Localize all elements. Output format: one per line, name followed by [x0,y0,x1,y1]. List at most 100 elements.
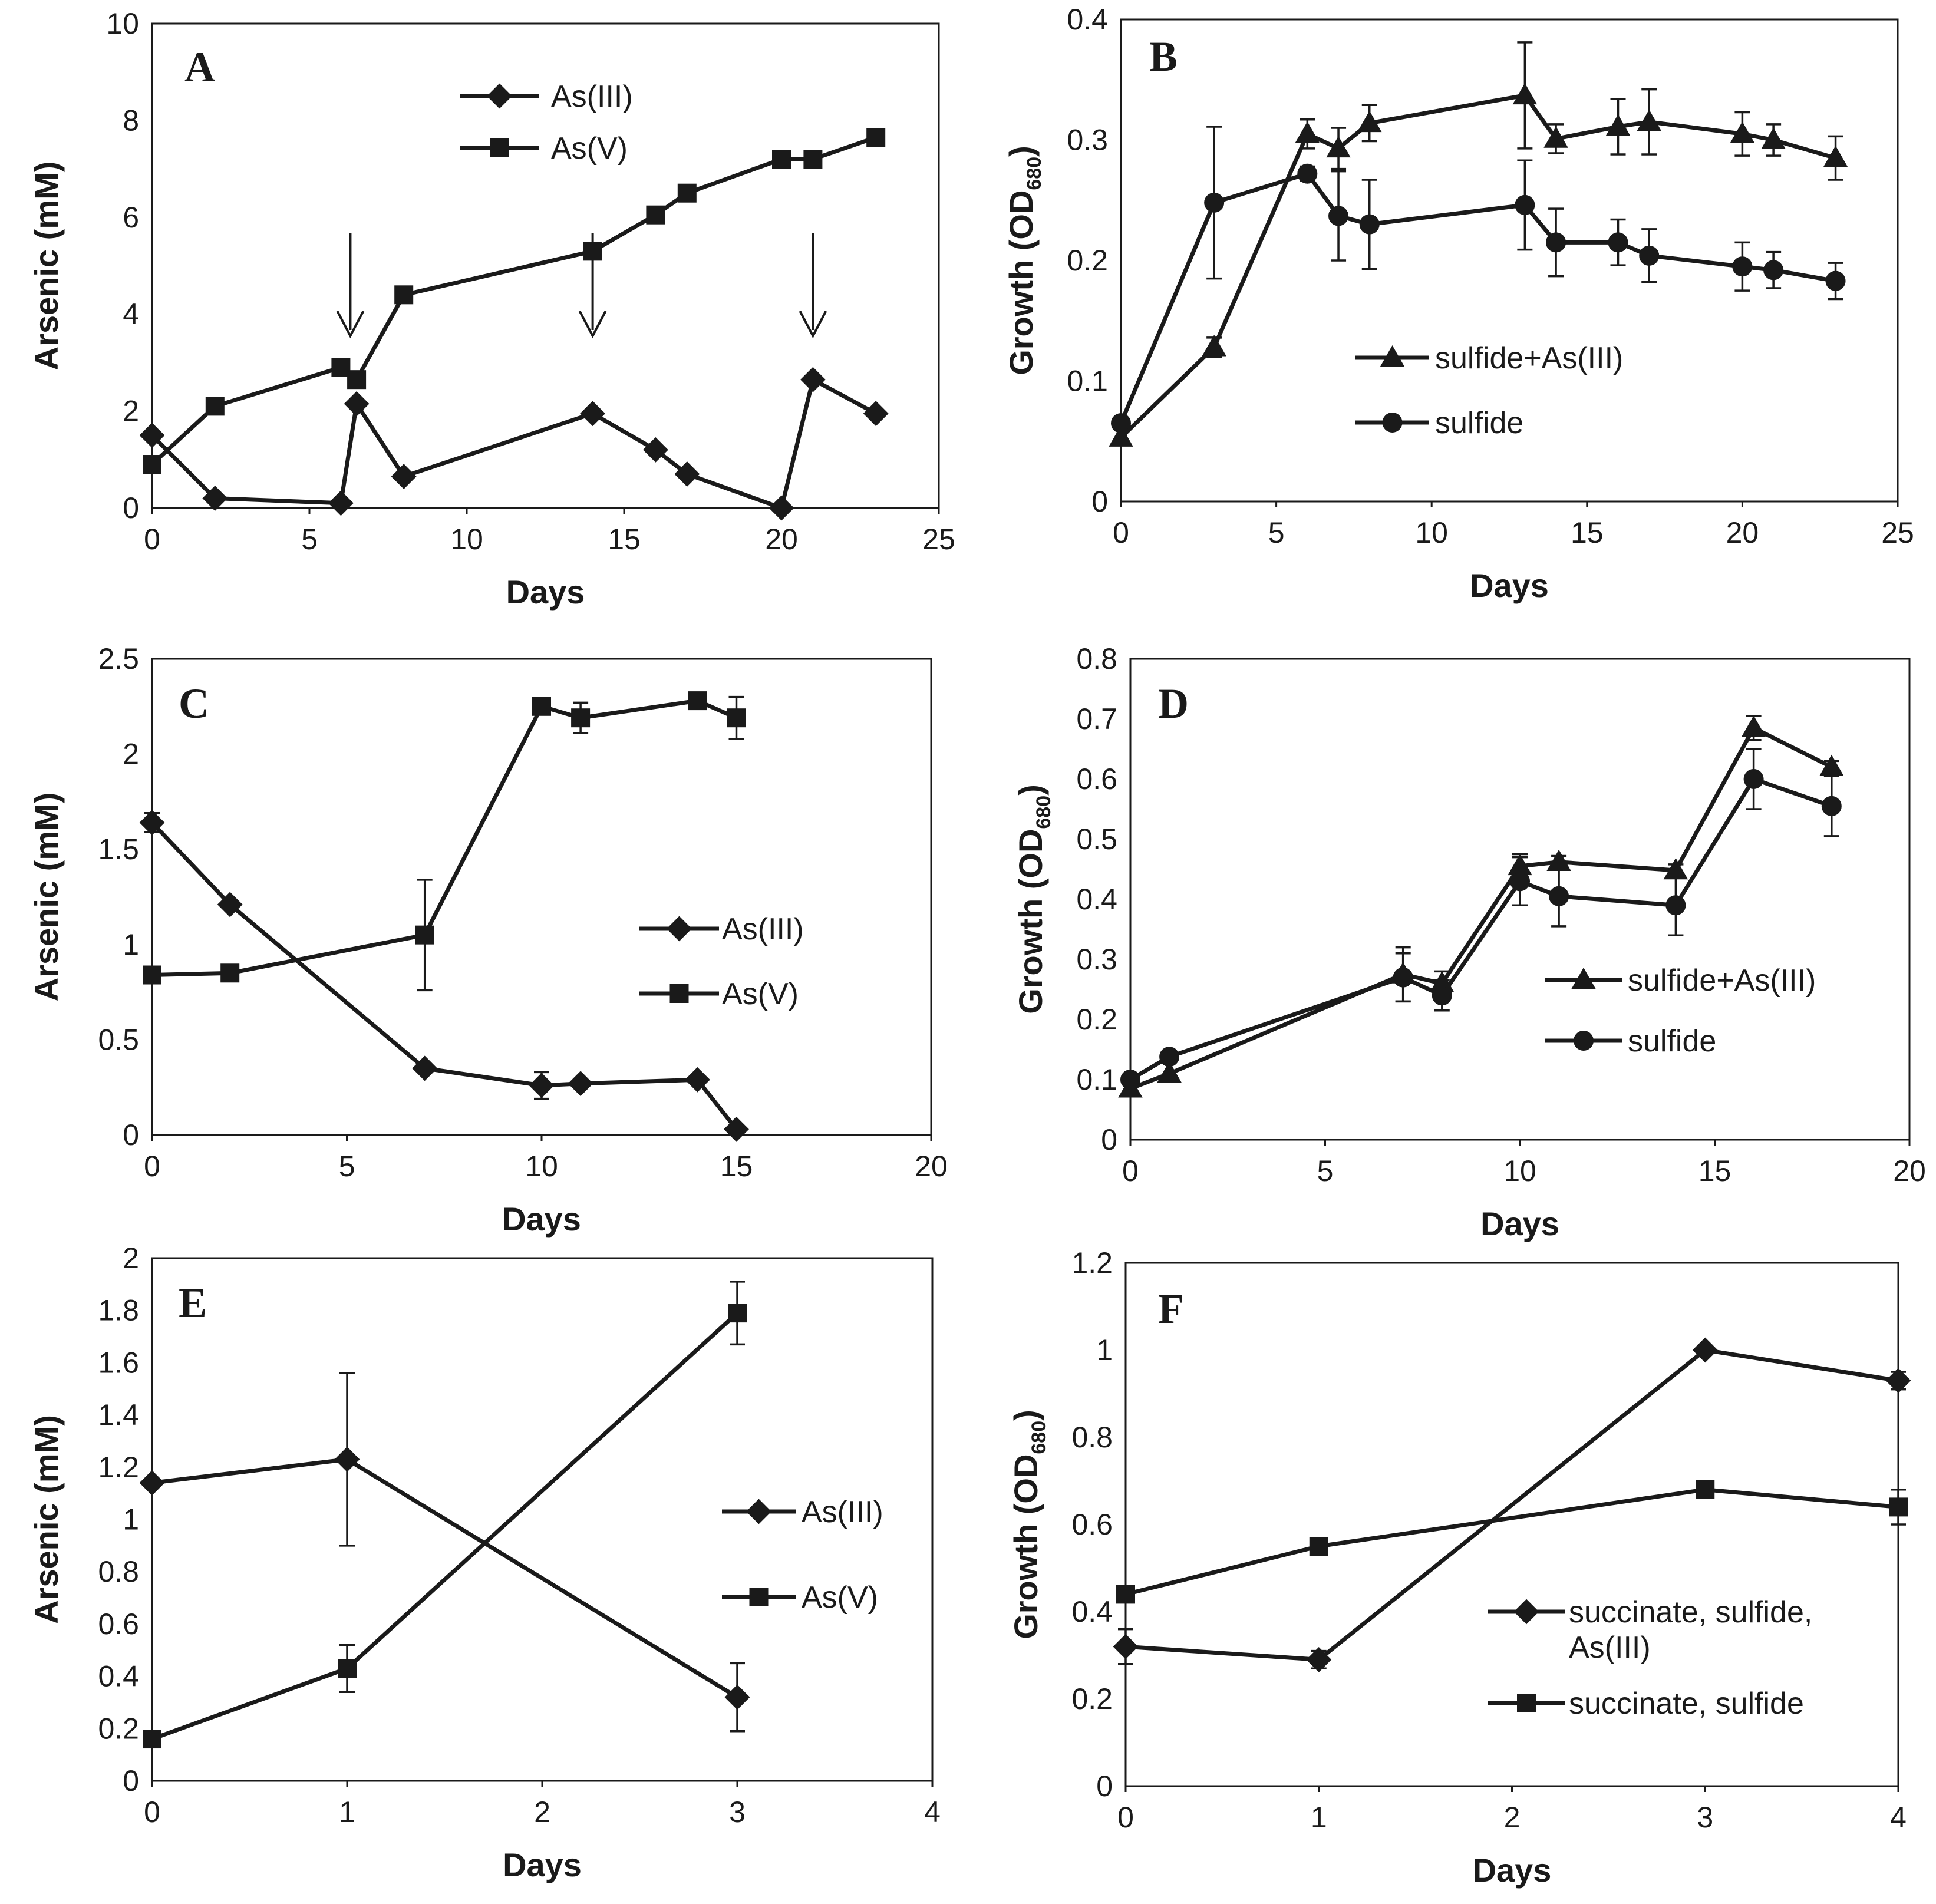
panel-c-y-axis-title-text: Arsenic (mM) [28,793,65,1002]
panel-d-legend-label: sulfide+As(III) [1628,963,1816,998]
panel-e-x-axis-title: Days [503,1846,582,1883]
panel-a-arrow-head [799,311,827,339]
panel-c-series-0-point [724,1116,749,1142]
panel-f-legend-marker [1517,1694,1536,1712]
panel-b-series-0-point [1295,121,1320,143]
panel-e-legend-label: As(V) [802,1580,878,1615]
panel-b-legend-marker [1382,413,1403,433]
panel-f-x-tick-label: 3 [1697,1801,1713,1834]
panel-a-x-tick-label: 10 [450,523,483,556]
panel-e-y-axis-title-text: Arsenic (mM) [28,1415,65,1624]
panel-b-x-tick-label: 5 [1268,516,1285,549]
panel-c-y-tick-label: 2.5 [98,642,139,675]
panel-b-series-1 [1111,126,1846,434]
panel-d-y-tick-label: 0.3 [1076,943,1117,976]
panel-d-x-tick-label: 15 [1698,1154,1731,1187]
panel-b-y-axis-title: Growth (OD680) [1002,146,1045,375]
panel-b-y-axis-title-close: ) [1002,146,1040,157]
panel-f-x-axis-title: Days [1473,1852,1552,1889]
panel-f-y-tick-label: 0.6 [1071,1508,1113,1541]
panel-b-series-1-point [1732,256,1753,277]
panel-f-series-0-point [1306,1646,1332,1672]
panel-d-y-axis-title: Growth (OD680) [1012,784,1055,1014]
panel-c-y-tick-label: 1 [123,928,139,961]
panel-e-y-tick-label: 1 [123,1503,139,1536]
panel-e-x-tick-label: 4 [924,1796,941,1829]
panel-b-series-1-point [1825,270,1846,291]
panel-f-y-tick-label: 0.8 [1071,1421,1113,1454]
panel-c-legend: As(III) As(V) [639,912,804,1011]
panel-c-series-1-point [415,925,434,945]
panel-b-series-1-point [1763,260,1784,281]
panel-a-series-1-point [205,397,225,416]
panel-a-series-0-point [139,423,165,448]
panel-c-series-0 [139,810,749,1142]
panel-b-legend-marker [1380,345,1405,367]
panel-d-series-1-point [1393,967,1413,988]
panel-f-series-1-point [1116,1585,1135,1604]
panel-f-series-1-point [1696,1480,1715,1499]
panel-f-series-0-point [1885,1368,1911,1394]
panel-e-y-tick-label: 0.8 [98,1555,139,1588]
panel-f-x-tick-label: 4 [1890,1801,1907,1834]
panel-b-y-tick-label: 0.2 [1067,244,1108,277]
panel-b-x-tick-label: 20 [1726,516,1759,549]
panel-f-legend: succinate, sulfide, As(III) succinate, sul… [1488,1595,1812,1721]
panel-d-x-axis-title: Days [1480,1205,1559,1242]
panel-a-y-tick-label: 10 [106,7,139,40]
panel-c-series-0-point [568,1071,593,1097]
panel-b-series-1-point [1359,214,1380,235]
panel-a-series-1-point [677,183,697,203]
panel-b-series-1-point [1639,245,1660,266]
panel-a-series-0-line [150,377,877,510]
panel-d-x-tick-label: 10 [1503,1154,1536,1187]
panel-c-y-tick-label: 2 [123,738,139,771]
panel-e-x-tick-label: 1 [339,1796,355,1829]
panel-f-y-tick-label: 0 [1096,1770,1113,1803]
panel-f-legend-label: succinate, sulfide, As(III) [1569,1595,1812,1665]
panel-e-series-0-point [334,1447,360,1472]
panel-e-y-tick-label: 0.2 [98,1712,139,1745]
panel-c-x-axis-title: Days [502,1200,581,1238]
panel-d-x-tick-label: 0 [1122,1154,1139,1187]
panel-d-series-1-point [1743,769,1764,789]
panel-a-y-tick-label: 6 [123,201,139,234]
panel-b-x-tick-label: 10 [1415,516,1448,549]
panel-b-series-1-point [1297,163,1318,184]
panel-d: 0 5 10 15 20 0 0.1 0.2 0.3 0.4 0.5 0.6 0.7 0.8 Days Gro… [1012,642,1926,1242]
panel-e-letter: E [179,1279,207,1326]
panel-b-series-0-point [1326,136,1351,158]
panel-d-y-axis-title-subscript: 680 [1033,796,1055,829]
panel-b-series-0-point [1823,146,1848,167]
panel-a-arrow-head [336,311,365,339]
panel-f-y-axis-title-text: Growth (OD [1007,1454,1044,1639]
panel-c-x-tick-label: 0 [144,1150,160,1183]
panel-a-series-0-point [674,461,700,487]
panel-c-legend-label: As(III) [722,912,804,946]
panel-a-series-1-point [143,455,161,474]
panel-e-legend-marker [749,1588,769,1606]
panel-e-x-tick-label: 3 [729,1796,746,1829]
panel-b-x-tick-label: 0 [1113,516,1129,549]
panel-a-legend-label: As(V) [551,131,628,166]
panel-d-legend-label: sulfide [1628,1024,1716,1058]
panel-a-plot-frame [151,22,940,509]
panel-e-x-tick-label: 2 [534,1796,550,1829]
panel-c-x-tick-label: 15 [720,1150,753,1183]
panel-a-series-1-point [772,150,791,169]
panel-a-series-1-point [646,205,665,225]
panel-d-series-0-point [1741,715,1766,737]
panel-f-y-axis-title: Growth (OD680) [1007,1410,1050,1639]
panel-d-legend: sulfide+As(III) sulfide [1545,963,1816,1058]
panel-f-letter: F [1158,1285,1184,1332]
panel-c-letter: C [179,680,209,727]
panel-c-y-tick-label: 1.5 [98,833,139,866]
panel-d-series-1-point [1159,1047,1180,1067]
panel-b-letter: B [1149,33,1178,80]
panel-f-legend-label-line: succinate, sulfide [1569,1687,1804,1721]
panel-b-series-1-line [1119,171,1836,424]
panel-f-legend-marker [1513,1599,1539,1625]
panel-c-y-tick-label: 0 [123,1118,139,1151]
panel-f-y-tick-label: 0.4 [1071,1595,1113,1628]
